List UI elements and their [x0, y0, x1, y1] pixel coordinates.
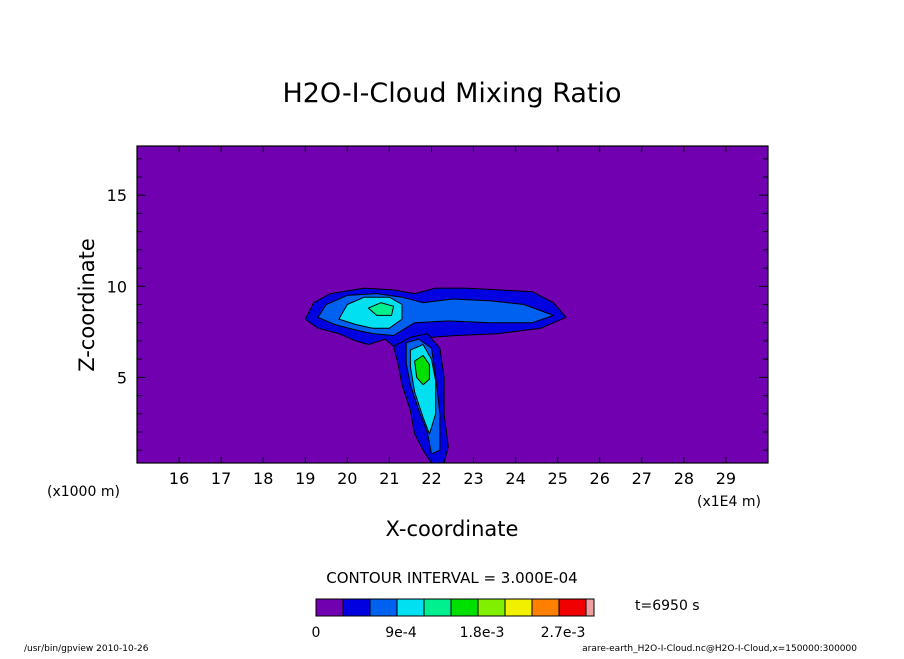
plot-area: [136, 145, 769, 464]
colorbar-swatch: [423, 598, 452, 617]
x-tick-label: 26: [590, 469, 610, 488]
y-tick-label: 15: [107, 186, 127, 205]
contour-interval-label: CONTOUR INTERVAL = 3.000E-04: [326, 569, 577, 587]
colorbar-swatch: [450, 598, 479, 617]
updraft-peak-contour: [414, 355, 430, 386]
x-tick-label: 27: [632, 469, 652, 488]
colorbar-swatch: [585, 598, 595, 617]
y-tick-label: 5: [117, 368, 127, 387]
x-tick-label: 18: [253, 469, 273, 488]
colorbar-tick-label: 9e-4: [385, 625, 417, 641]
colorbar-tick-label: 2.7e-3: [541, 625, 586, 641]
x-tick-label: 22: [421, 469, 441, 488]
footer-left: /usr/bin/gpview 2010-10-26: [24, 644, 149, 654]
x-unit-label: (x1E4 m): [697, 494, 761, 510]
x-tick-label: 19: [295, 469, 315, 488]
colorbar-swatch: [504, 598, 533, 617]
x-tick-label: 21: [379, 469, 399, 488]
colorbar-swatch: [369, 598, 398, 617]
chart-title: H2O-I-Cloud Mixing Ratio: [282, 78, 621, 109]
colorbar-labels: 0 9e-4 1.8e-3 2.7e-3: [312, 625, 586, 641]
time-label: t=6950 s: [635, 598, 700, 614]
colorbar-tick-label: 0: [312, 625, 321, 641]
y-tick-labels: 5 10 15: [107, 186, 127, 387]
x-tick-label: 29: [716, 469, 736, 488]
colorbar: [315, 598, 595, 617]
colorbar-swatch: [531, 598, 560, 617]
x-tick-label: 20: [337, 469, 357, 488]
colorbar-swatch: [558, 598, 587, 617]
x-tick-label: 17: [211, 469, 231, 488]
colorbar-swatch: [396, 598, 425, 617]
colorbar-tick-label: 1.8e-3: [460, 625, 505, 641]
x-tick-labels: 16 17 18 19 20 21 22 23 24 25 26 27 28 29: [169, 469, 736, 488]
colorbar-swatch: [477, 598, 506, 617]
x-tick-label: 28: [674, 469, 694, 488]
x-tick-label: 16: [169, 469, 189, 488]
footer-right: arare-earth_H2O-I-Cloud.nc@H2O-I-Cloud,x…: [582, 644, 857, 654]
x-axis-label: X-coordinate: [386, 517, 519, 541]
y-unit-label: (x1000 m): [47, 484, 120, 500]
x-tick-label: 24: [505, 469, 525, 488]
y-tick-label: 10: [107, 277, 127, 296]
x-tick-label: 23: [463, 469, 483, 488]
y-axis-label: Z-coordinate: [75, 238, 99, 372]
axis-ticks: [136, 146, 769, 463]
colorbar-swatch: [315, 598, 344, 617]
colorbar-swatch: [342, 598, 371, 617]
anvil-inner-contour: [367, 302, 395, 316]
x-tick-label: 25: [548, 469, 568, 488]
contour-fill-layer: [304, 287, 567, 464]
